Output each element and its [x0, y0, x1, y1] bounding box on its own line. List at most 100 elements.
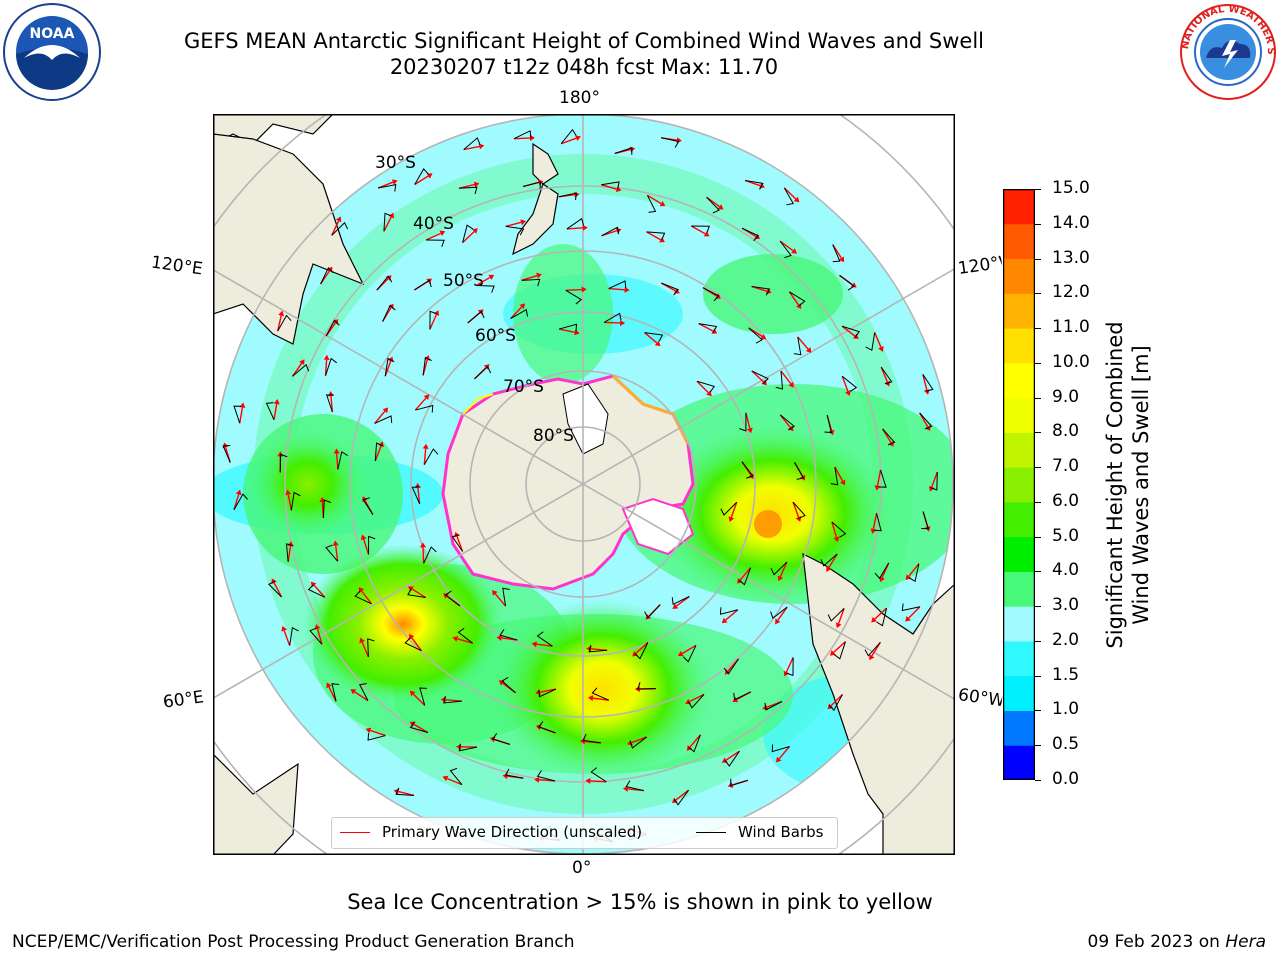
wave-arrow [456, 536, 464, 552]
wind-barb [233, 493, 248, 510]
wind-barb [830, 466, 839, 486]
colorbar-tick-label: 3.0 [1052, 595, 1080, 616]
colorbar-band [1003, 397, 1035, 433]
wave-arrow [876, 469, 882, 486]
wave-arrow [463, 145, 480, 151]
wind-barb [458, 743, 478, 752]
noaa-logo: NOAA [3, 3, 101, 101]
wave-arrow [777, 606, 788, 621]
wind-barb [741, 461, 754, 479]
colorbar-tick-label: 8.0 [1052, 421, 1080, 442]
colorbar-tick-mark [1035, 780, 1041, 781]
wave-arrow [689, 734, 701, 748]
wave-arrow-head [574, 329, 580, 336]
wave-arrow [647, 194, 662, 205]
wave-arrow-head [839, 479, 846, 486]
wind-barb [644, 332, 664, 342]
lon-label-0: 0° [572, 858, 592, 878]
wave-arrow-head [536, 272, 542, 279]
wind-barb [590, 767, 607, 783]
wave-arrow [414, 175, 429, 186]
wind-barb [458, 186, 478, 195]
wave-arrow [423, 448, 427, 465]
wave-arrow [354, 691, 369, 702]
colorbar-tick-label: 10.0 [1052, 351, 1090, 372]
colorbar-tick-label: 2.0 [1052, 629, 1080, 650]
wave-arrow [783, 187, 797, 200]
wind-barb [919, 412, 933, 430]
wave-arrow [457, 638, 473, 644]
wind-barb [786, 657, 794, 677]
wave-arrow [919, 412, 929, 428]
wind-barb [745, 179, 764, 190]
wind-barb [775, 370, 784, 390]
wave-arrow [841, 325, 856, 337]
wave-arrow [675, 789, 689, 801]
wind-barb [426, 239, 445, 248]
wave-arrow-head [874, 485, 881, 491]
wind-barb [292, 363, 310, 377]
colorbar-tick-label: 6.0 [1052, 490, 1080, 511]
colorbar-band [1003, 606, 1035, 642]
nws-logo: NATIONAL WEATHER SERVICE [1176, 2, 1276, 100]
wind-barb [691, 225, 710, 234]
wave-arrow-head [426, 173, 433, 179]
wave-arrow-head [869, 654, 875, 661]
lon-label-120e: 120°E [149, 252, 204, 280]
wave-arrow-head [323, 354, 330, 360]
wave-arrow-head [333, 448, 340, 454]
wave-arrow [370, 729, 386, 737]
wave-arrow-head [721, 617, 728, 624]
wave-max-indian-ocean [303, 544, 503, 704]
wind-barb [565, 289, 583, 305]
wave-arrow-head [273, 399, 280, 405]
wind-barb [764, 701, 783, 711]
wind-barb [865, 332, 876, 352]
legend-item-wind-barbs: Wind Barbs [696, 823, 823, 841]
wind-barb [505, 225, 525, 236]
wind-barb [491, 733, 510, 745]
wave-arrow [335, 545, 339, 562]
wind-barb [538, 688, 557, 698]
wave-arrow-head [488, 274, 495, 281]
wind-barb [634, 642, 649, 660]
wave-arrow-head [760, 333, 767, 340]
wind-barb [376, 275, 393, 291]
wind-barb [337, 451, 348, 470]
wind-barb [833, 641, 846, 660]
lat-label-30s: 30°S [375, 153, 416, 173]
wave-arrow [739, 567, 752, 581]
wave-arrow-head [793, 196, 800, 203]
wave-arrow [411, 588, 427, 599]
wave-arrow-head [615, 186, 622, 193]
wind-barb [793, 336, 802, 356]
wind-barb [688, 734, 701, 753]
wave-arrow [788, 291, 800, 306]
wave-arrow-head [496, 634, 502, 641]
wave-arrow [283, 630, 291, 646]
wave-arrow-head [746, 427, 753, 434]
wave-arrow [834, 466, 844, 482]
colorbar-band [1003, 536, 1035, 572]
wave-arrow-head [222, 442, 229, 449]
wind-barb [499, 629, 518, 641]
wave-arrow-head [581, 286, 587, 293]
wave-arrow [429, 314, 438, 330]
lon-label-120w: 120°W [956, 253, 1004, 279]
wave-arrow-head [878, 346, 884, 352]
wave-arrow [698, 322, 714, 332]
wave-arrow [273, 582, 283, 598]
wave-arrow [539, 688, 556, 693]
wind-barb [536, 770, 556, 782]
wave-arrow [505, 221, 522, 228]
wave-arrow-head [672, 603, 679, 609]
wind-barb [367, 638, 375, 657]
colorbar-tick-mark [1035, 189, 1041, 190]
colorbar-tick-mark [1035, 293, 1041, 295]
wind-barb [637, 682, 656, 690]
wind-barb [582, 733, 601, 744]
wave-arrow-head [235, 489, 242, 496]
wave-arrow [872, 513, 878, 530]
wind-barb [265, 402, 275, 420]
wind-barb [646, 231, 666, 240]
